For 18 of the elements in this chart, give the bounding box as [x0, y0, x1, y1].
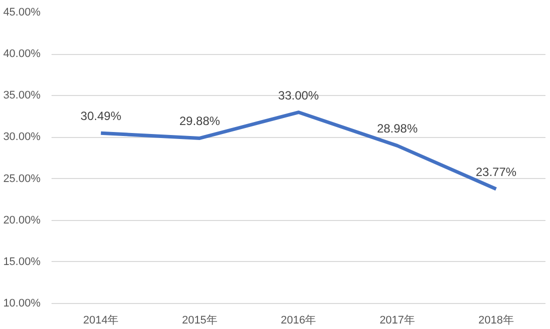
- y-tick-label: 35.00%: [3, 90, 41, 102]
- y-tick-label: 25.00%: [3, 172, 41, 185]
- y-tick-label: 40.00%: [3, 48, 41, 60]
- text: 29.88%: [179, 114, 220, 128]
- text: 23.77%: [476, 165, 516, 180]
- y-tick-label: 45.00%: [3, 6, 41, 18]
- x-tick-label: 2016年: [280, 314, 316, 326]
- x-tick-label: 2018年: [478, 314, 514, 326]
- y-tick-label: 20.00%: [3, 214, 41, 226]
- y-tick-label: 15.00%: [3, 256, 41, 268]
- x-tick-label: 2014年: [83, 314, 119, 326]
- y-tick-label: 30.00%: [3, 131, 41, 144]
- y-tick-label: 10.00%: [3, 298, 41, 310]
- text: 28.98%: [376, 122, 418, 136]
- text: 33.00%: [278, 88, 319, 102]
- x-tick-label: 2017年: [380, 314, 416, 326]
- x-tick-label: 2015年: [182, 314, 218, 326]
- text: 30.49%: [80, 109, 122, 124]
